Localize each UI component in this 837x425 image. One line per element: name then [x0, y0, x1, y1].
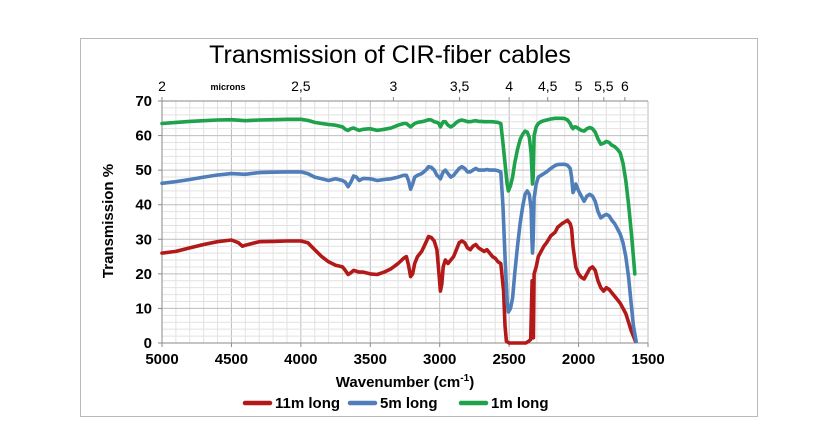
- series-lines: [160, 116, 638, 345]
- legend: 11m long 5m long 1m long: [242, 395, 549, 412]
- y-axis-label: Transmission %: [100, 164, 117, 278]
- x-tick-label: 2000: [562, 351, 595, 368]
- top-tick-label: 2,5: [291, 78, 311, 94]
- top-axis-label: microns: [210, 82, 245, 92]
- x-tick-label: 1500: [631, 351, 664, 368]
- series-line-1: [160, 218, 638, 345]
- x-axis-label: Wavenumber (cm-1): [336, 373, 474, 391]
- top-tick-label: 4,5: [538, 78, 558, 94]
- x-tick-label: 5000: [145, 351, 178, 368]
- y-tick-label: 0: [144, 335, 152, 352]
- chart-title: Transmission of CIR-fiber cables: [209, 41, 571, 69]
- y-tick-label: 60: [135, 128, 152, 145]
- y-tick-label: 40: [135, 197, 152, 214]
- x-axis-label-superscript: -1: [460, 373, 469, 384]
- x-tick-labels: 5000 4500 4000 3500 3000 2500 2000 1500: [145, 343, 665, 368]
- legend-label: 1m long: [491, 395, 549, 412]
- top-micron-tick-labels: 2 2,5 3 3,5 4 4,5 5 5,5 6: [158, 78, 629, 101]
- x-tick-label: 4000: [284, 351, 317, 368]
- x-tick-label: 4500: [215, 351, 248, 368]
- y-tick-label: 30: [135, 231, 152, 248]
- top-tick-label: 4: [505, 78, 513, 94]
- gridlines: [161, 100, 649, 344]
- y-tick-label: 20: [135, 266, 152, 283]
- y-tick-label: 70: [135, 93, 152, 110]
- x-tick-label: 3500: [354, 351, 387, 368]
- top-tick-label: 5: [575, 78, 583, 94]
- legend-label: 5m long: [380, 395, 438, 412]
- top-tick-label: 3,5: [450, 78, 470, 94]
- top-tick-label: 2: [158, 78, 166, 94]
- x-axis-label-main: Wavenumber (cm: [336, 374, 460, 391]
- top-tick-label: 6: [621, 78, 629, 94]
- x-tick-label: 3000: [423, 351, 456, 368]
- top-tick-label: 3: [390, 78, 398, 94]
- legend-label: 11m long: [275, 395, 340, 412]
- y-tick-labels: 0 10 20 30 40 50 60 70: [135, 93, 162, 352]
- y-tick-label: 50: [135, 162, 152, 179]
- x-axis-label-end: ): [469, 374, 474, 391]
- series-line-3: [160, 116, 637, 276]
- y-tick-label: 10: [135, 300, 152, 317]
- top-tick-label: 5,5: [594, 78, 614, 94]
- x-tick-label: 2500: [492, 351, 525, 368]
- plot-axes: [161, 100, 648, 344]
- series-line-2: [160, 162, 638, 344]
